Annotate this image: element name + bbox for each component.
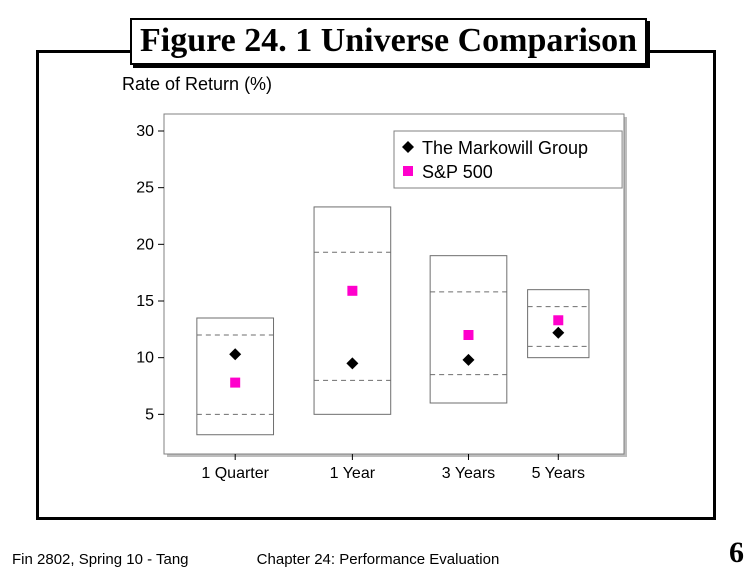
svg-text:5: 5	[145, 406, 154, 423]
svg-text:10: 10	[136, 350, 154, 367]
figure-title: Figure 24. 1 Universe Comparison	[130, 18, 647, 65]
svg-text:15: 15	[136, 293, 154, 310]
svg-text:5 Years: 5 Years	[532, 465, 585, 482]
footer-center: Chapter 24: Performance Evaluation	[0, 551, 756, 568]
svg-text:25: 25	[136, 180, 154, 197]
svg-text:1 Year: 1 Year	[330, 465, 376, 482]
svg-text:3 Years: 3 Years	[442, 465, 495, 482]
svg-text:1 Quarter: 1 Quarter	[201, 465, 269, 482]
svg-text:The Markowill Group: The Markowill Group	[422, 138, 588, 158]
svg-text:S&P 500: S&P 500	[422, 162, 493, 182]
svg-text:30: 30	[136, 123, 154, 140]
y-axis-title: Rate of Return (%)	[122, 74, 272, 95]
page-number: 6	[729, 536, 744, 570]
svg-text:20: 20	[136, 236, 154, 253]
chart-plot: 5 10 15 20 25 30 1 Quarter 1 Year 3 Years 5 Years…	[120, 94, 630, 494]
